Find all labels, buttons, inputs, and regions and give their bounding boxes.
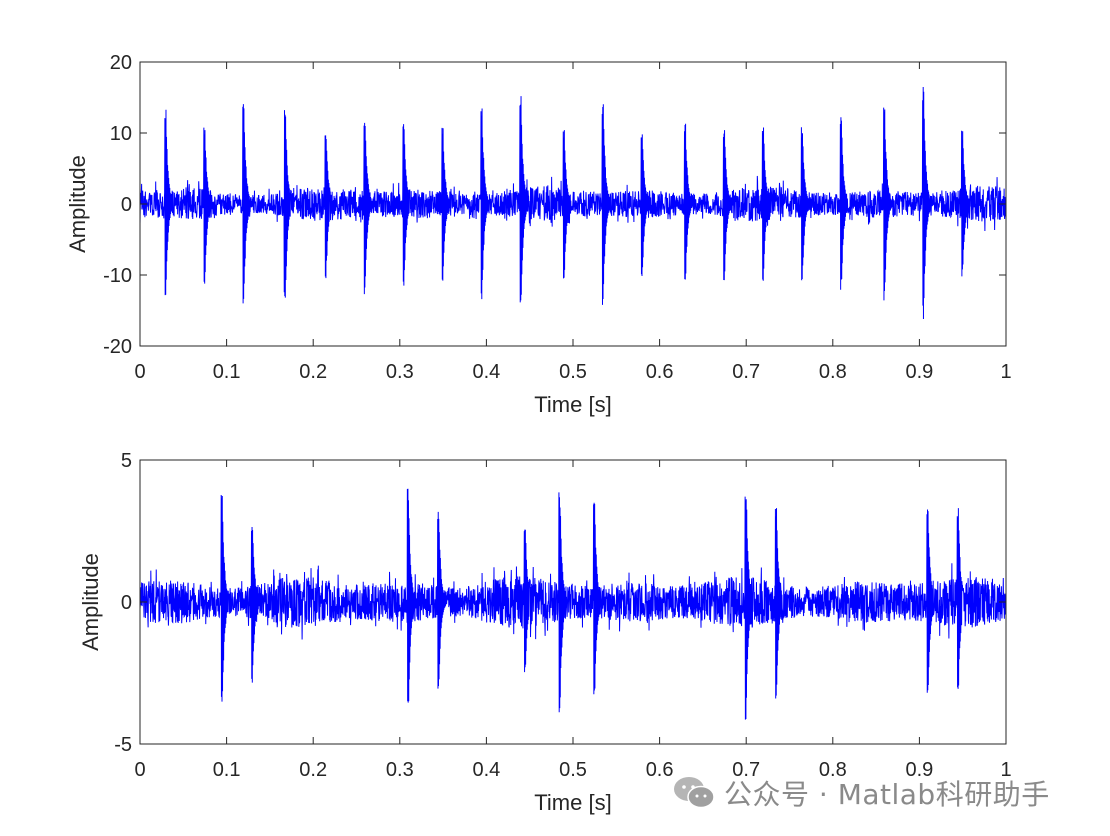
x-tick-label: 0.5 (559, 759, 587, 781)
x-axis-label: Time [s] (534, 790, 611, 815)
y-tick-label: 20 (110, 52, 132, 74)
y-tick-label: 5 (121, 450, 132, 472)
y-tick-label: 10 (110, 123, 132, 145)
x-tick-label: 0.8 (819, 361, 847, 383)
x-tick-label: 0 (134, 361, 145, 383)
y-axis-label: Amplitude (78, 553, 103, 651)
x-tick-label: 0.8 (819, 759, 847, 781)
x-tick-label: 0.6 (646, 361, 674, 383)
y-tick-label: -10 (103, 265, 132, 287)
x-tick-label: 0.7 (732, 361, 760, 383)
x-tick-label: 0.9 (905, 759, 933, 781)
x-tick-label: 0.2 (299, 759, 327, 781)
x-tick-label: 0.1 (213, 759, 241, 781)
y-axis-label: Amplitude (65, 155, 90, 253)
y-tick-label: 0 (121, 592, 132, 614)
x-tick-label: 0.9 (905, 361, 933, 383)
signal-series-line (140, 87, 1006, 320)
x-tick-label: 0.6 (646, 759, 674, 781)
x-tick-label: 0.3 (386, 361, 414, 383)
signal-line (140, 87, 1006, 320)
y-tick-label: -20 (103, 336, 132, 358)
x-tick-label: 0 (134, 759, 145, 781)
x-tick-label: 0.4 (472, 759, 500, 781)
x-tick-label: 0.3 (386, 759, 414, 781)
x-tick-label: 0.4 (472, 361, 500, 383)
x-tick-label: 0.1 (213, 361, 241, 383)
wechat-icon (674, 777, 715, 809)
y-tick-label: 0 (121, 194, 132, 216)
tick-marks (139, 459, 1007, 745)
watermark: 公众号 · Matlab科研助手 (672, 774, 1050, 812)
x-axis-label: Time [s] (534, 392, 611, 417)
watermark-text: 公众号 · Matlab科研助手 (724, 778, 1050, 811)
x-tick-label: 1 (1000, 759, 1011, 781)
signal-series-line (140, 488, 1006, 720)
x-tick-label: 1 (1000, 361, 1011, 383)
x-tick-label: 0.5 (559, 361, 587, 383)
signal-line (140, 488, 1006, 720)
x-tick-label: 0.2 (299, 361, 327, 383)
tick-marks (139, 61, 1007, 347)
subplot-bottom: 0 0.1 0.2 0.3 0.4 0.5 0.6 0.7 0.8 0.9 1 … (78, 450, 1012, 815)
subplot-top: 0 0.1 0.2 0.3 0.4 0.5 0.6 0.7 0.8 0.9 1 … (65, 52, 1012, 417)
y-tick-label: -5 (114, 734, 132, 756)
x-tick-label: 0.7 (732, 759, 760, 781)
